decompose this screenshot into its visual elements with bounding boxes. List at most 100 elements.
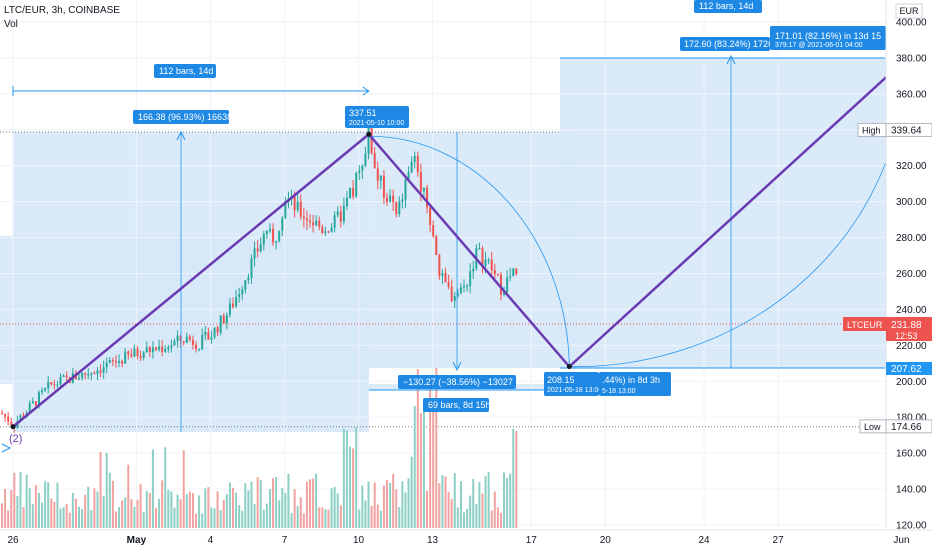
volume-bar xyxy=(426,490,429,528)
volume-bar xyxy=(111,480,114,528)
volume-bar xyxy=(432,401,435,528)
volume-bar xyxy=(87,486,90,528)
candle xyxy=(65,375,68,378)
volume-bar xyxy=(481,493,484,528)
candle xyxy=(422,187,425,192)
candle xyxy=(315,220,318,226)
volume-bar xyxy=(99,451,102,528)
volume-bar xyxy=(506,478,509,528)
x-tick-label-7: 20 xyxy=(600,535,612,546)
currency-badge-box[interactable] xyxy=(895,3,923,19)
volume-bar xyxy=(395,489,398,528)
candle xyxy=(111,360,114,362)
candle xyxy=(447,282,450,287)
candle xyxy=(370,127,373,154)
candle xyxy=(373,153,376,169)
candle xyxy=(345,197,348,207)
candle xyxy=(438,254,441,276)
volume-bar xyxy=(222,499,225,528)
price-axis[interactable] xyxy=(886,0,932,530)
volume-bar xyxy=(453,473,456,528)
volume-bar xyxy=(309,479,311,528)
candle xyxy=(386,197,388,202)
volume-bar xyxy=(102,496,105,528)
volume-bar xyxy=(419,413,422,528)
candle xyxy=(333,215,336,228)
volume-bar xyxy=(386,479,388,528)
volume-bar xyxy=(182,450,185,528)
volume-bar xyxy=(13,472,16,528)
time-axis[interactable] xyxy=(0,530,932,550)
volume-bar xyxy=(74,498,77,528)
label-target-box xyxy=(770,26,886,50)
candle xyxy=(509,276,512,278)
candle xyxy=(481,248,484,266)
candle xyxy=(130,354,133,357)
candle xyxy=(232,303,234,307)
candle xyxy=(158,346,161,350)
volume-bar xyxy=(53,501,56,528)
volume-bar xyxy=(198,495,201,528)
ticker-value: 231.88 xyxy=(891,320,922,331)
y-tick-label-360: 360.00 xyxy=(896,89,927,100)
candle xyxy=(275,240,278,243)
volume-bar xyxy=(16,495,19,528)
y-tick-label-160: 160.00 xyxy=(896,449,927,460)
volume-bar xyxy=(90,510,93,528)
candle xyxy=(309,220,311,223)
volume-bar xyxy=(148,492,151,528)
candle xyxy=(336,211,339,216)
volume-bar xyxy=(241,510,244,528)
candle xyxy=(435,235,438,255)
range-bar-top-arrow xyxy=(362,86,370,96)
volume-bar xyxy=(179,499,182,528)
volume-bar xyxy=(50,498,53,528)
candle xyxy=(466,285,469,287)
x-tick-label-8: 24 xyxy=(698,535,710,546)
volume-bar xyxy=(515,430,518,528)
candle xyxy=(170,345,173,348)
candle xyxy=(244,280,247,290)
label-target-change: 171.01 (82.16%) in 13d 15 xyxy=(775,31,881,41)
candle xyxy=(262,234,265,245)
volume-bar xyxy=(155,507,157,528)
candle xyxy=(133,348,136,357)
candle xyxy=(142,352,145,358)
label-drop-change: −130.27 (−38.56%) −13027 xyxy=(403,377,513,387)
volume-bar xyxy=(299,497,302,528)
pattern-point-2[interactable] xyxy=(566,364,572,370)
pattern-line xyxy=(12,58,907,428)
arrow-up-left xyxy=(176,130,186,141)
candle xyxy=(478,248,481,250)
x-tick-label-9: 27 xyxy=(773,535,785,546)
candle xyxy=(312,222,315,226)
volume-bar xyxy=(121,500,124,528)
volume-bar xyxy=(389,482,392,528)
label-bars-top-right-box xyxy=(694,0,762,13)
volume-bar xyxy=(496,507,499,528)
currency-badge: EUR xyxy=(899,6,919,16)
volume-bar xyxy=(392,474,395,528)
label-range-bars-box xyxy=(154,64,216,78)
ticker-value-box xyxy=(886,317,932,342)
candle xyxy=(389,195,392,202)
label-target-date: 379.17 @ 2021-06-01 04:00 xyxy=(775,42,863,49)
volume-bar xyxy=(345,430,348,528)
candle xyxy=(259,244,262,252)
volume-bar xyxy=(429,387,432,528)
pattern-point-0[interactable] xyxy=(10,424,16,430)
volume-bar xyxy=(238,505,241,528)
x-tick-label-6: 17 xyxy=(526,535,538,546)
candle xyxy=(342,206,345,222)
candle xyxy=(330,227,333,232)
volume-bar xyxy=(244,483,247,528)
volume-bar xyxy=(265,503,268,528)
volume-bar xyxy=(81,509,84,528)
volume-bar xyxy=(503,472,506,528)
high-label: High xyxy=(862,125,881,135)
pattern-point-1[interactable] xyxy=(366,131,372,137)
low-value: 174.66 xyxy=(891,422,922,433)
volume-bar xyxy=(493,491,496,528)
